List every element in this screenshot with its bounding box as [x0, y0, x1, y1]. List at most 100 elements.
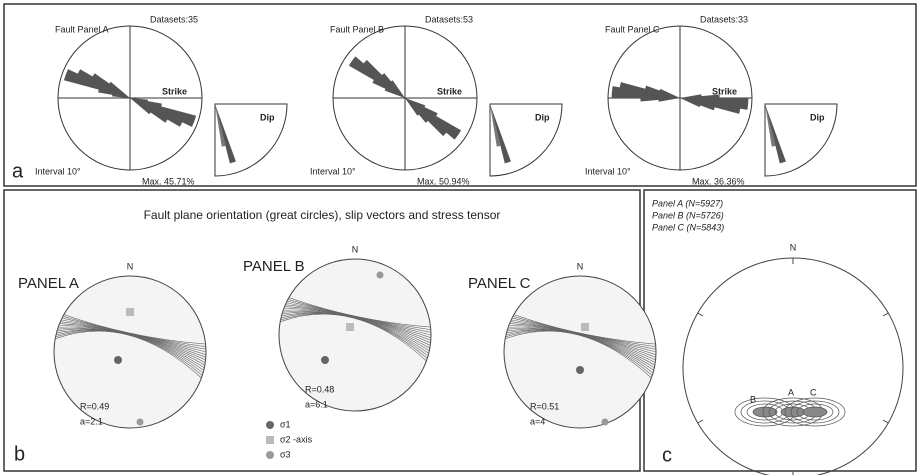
stress-ratio: R=0.48 [305, 384, 334, 394]
interval-label: Interval 10° [585, 166, 631, 176]
interval-label: Interval 10° [35, 166, 81, 176]
dip-petal [215, 104, 226, 147]
rose-petal [659, 88, 680, 98]
dip-petal [490, 104, 511, 164]
sigma2 [126, 308, 134, 316]
dip-petal [765, 104, 786, 164]
max-label: Max. 36.36% [692, 176, 745, 186]
north-label: N [352, 244, 359, 254]
rose-petal [384, 87, 405, 98]
density-contour [780, 406, 806, 418]
sigma1 [576, 366, 584, 374]
legend-entry: Panel B (N=5726) [652, 210, 724, 220]
net-name: PANEL C [468, 275, 531, 292]
rose-title: Fault Panel C [605, 24, 660, 34]
rose-petal [389, 80, 405, 98]
great-circle [288, 297, 431, 328]
rose-petal [130, 98, 152, 115]
dip-petal [490, 104, 501, 147]
legend-entry: Panel C (N=5843) [652, 222, 724, 232]
density-contour [796, 403, 834, 421]
rose-petal [130, 98, 148, 103]
contour-label: A [788, 387, 794, 397]
rose-petal [130, 98, 162, 110]
sigma2 [346, 323, 354, 331]
max-label: Max. 50.94% [417, 176, 470, 186]
great-circle [505, 330, 652, 379]
interval-label: Interval 10° [310, 166, 356, 176]
stereonet [682, 257, 904, 475]
north-label: N [577, 261, 584, 271]
dip-label: Dip [810, 112, 825, 122]
great-circle [280, 313, 427, 362]
panel-label: a [12, 160, 24, 182]
great-circle [505, 330, 653, 376]
net-tick [882, 312, 889, 317]
rose-petal [405, 98, 438, 119]
net-tick [882, 419, 889, 424]
alpha-value: a=4 [530, 416, 545, 426]
dip-quadrant [214, 103, 288, 177]
panel-title: Fault plane orientation (great circles),… [144, 208, 501, 222]
rose-petal [98, 86, 130, 98]
density-contour [784, 397, 846, 427]
great-circle [513, 314, 656, 345]
legend-entry: σ2 -axis [280, 434, 313, 444]
rose-petal [112, 93, 130, 98]
sigma3 [136, 418, 144, 426]
north-label: N [127, 261, 134, 271]
rose-petal [405, 98, 421, 116]
strike-label: Strike [162, 86, 187, 96]
net-tick [697, 312, 704, 317]
density-contour [752, 406, 778, 418]
legend-entry: σ3 [280, 449, 291, 459]
rose-title: Fault Panel B [330, 24, 384, 34]
north-label: N [790, 242, 797, 252]
dip-label: Dip [535, 112, 550, 122]
net-tick [697, 419, 704, 424]
rose-petal [680, 94, 702, 98]
rose-petal [372, 77, 405, 98]
dip-petal [765, 104, 776, 147]
panel-label: c [662, 444, 672, 466]
legend-entry: Panel A (N=5927) [652, 198, 723, 208]
great-circle [63, 314, 206, 345]
panel-label: b [14, 443, 25, 465]
strike-label: Strike [712, 86, 737, 96]
sigma3 [376, 271, 384, 279]
rose-petal [108, 81, 130, 98]
dip-quadrant [489, 103, 563, 177]
alpha-value: a=6.1 [305, 399, 328, 409]
rose-petal [680, 98, 701, 108]
max-label: Max. 45.71% [142, 176, 195, 186]
strike-label: Strike [437, 86, 462, 96]
density-contour [802, 406, 828, 418]
rose-count: Datasets:33 [700, 14, 748, 24]
rose-petal [658, 98, 680, 102]
dip-label: Dip [260, 112, 275, 122]
legend-marker [266, 436, 274, 444]
panel-a-frame [3, 3, 917, 187]
contour-label: B [750, 394, 756, 404]
legend-marker [266, 451, 274, 459]
legend-marker [266, 421, 274, 429]
alpha-value: a=2.1 [80, 416, 103, 426]
net-name: PANEL A [18, 275, 79, 292]
great-circle [280, 313, 428, 359]
sigma1 [321, 356, 329, 364]
stress-ratio: R=0.51 [530, 401, 559, 411]
rose-title: Fault Panel A [55, 24, 109, 34]
sigma2 [581, 323, 589, 331]
net-name: PANEL B [243, 258, 305, 275]
dip-quadrant [764, 103, 838, 177]
rose-count: Datasets:53 [425, 14, 473, 24]
density-contour [790, 400, 840, 424]
great-circle [55, 330, 202, 379]
rose-petal [405, 98, 426, 109]
sigma1 [114, 356, 122, 364]
legend-entry: σ1 [280, 419, 291, 429]
stress-ratio: R=0.49 [80, 401, 109, 411]
sigma3 [601, 418, 609, 426]
